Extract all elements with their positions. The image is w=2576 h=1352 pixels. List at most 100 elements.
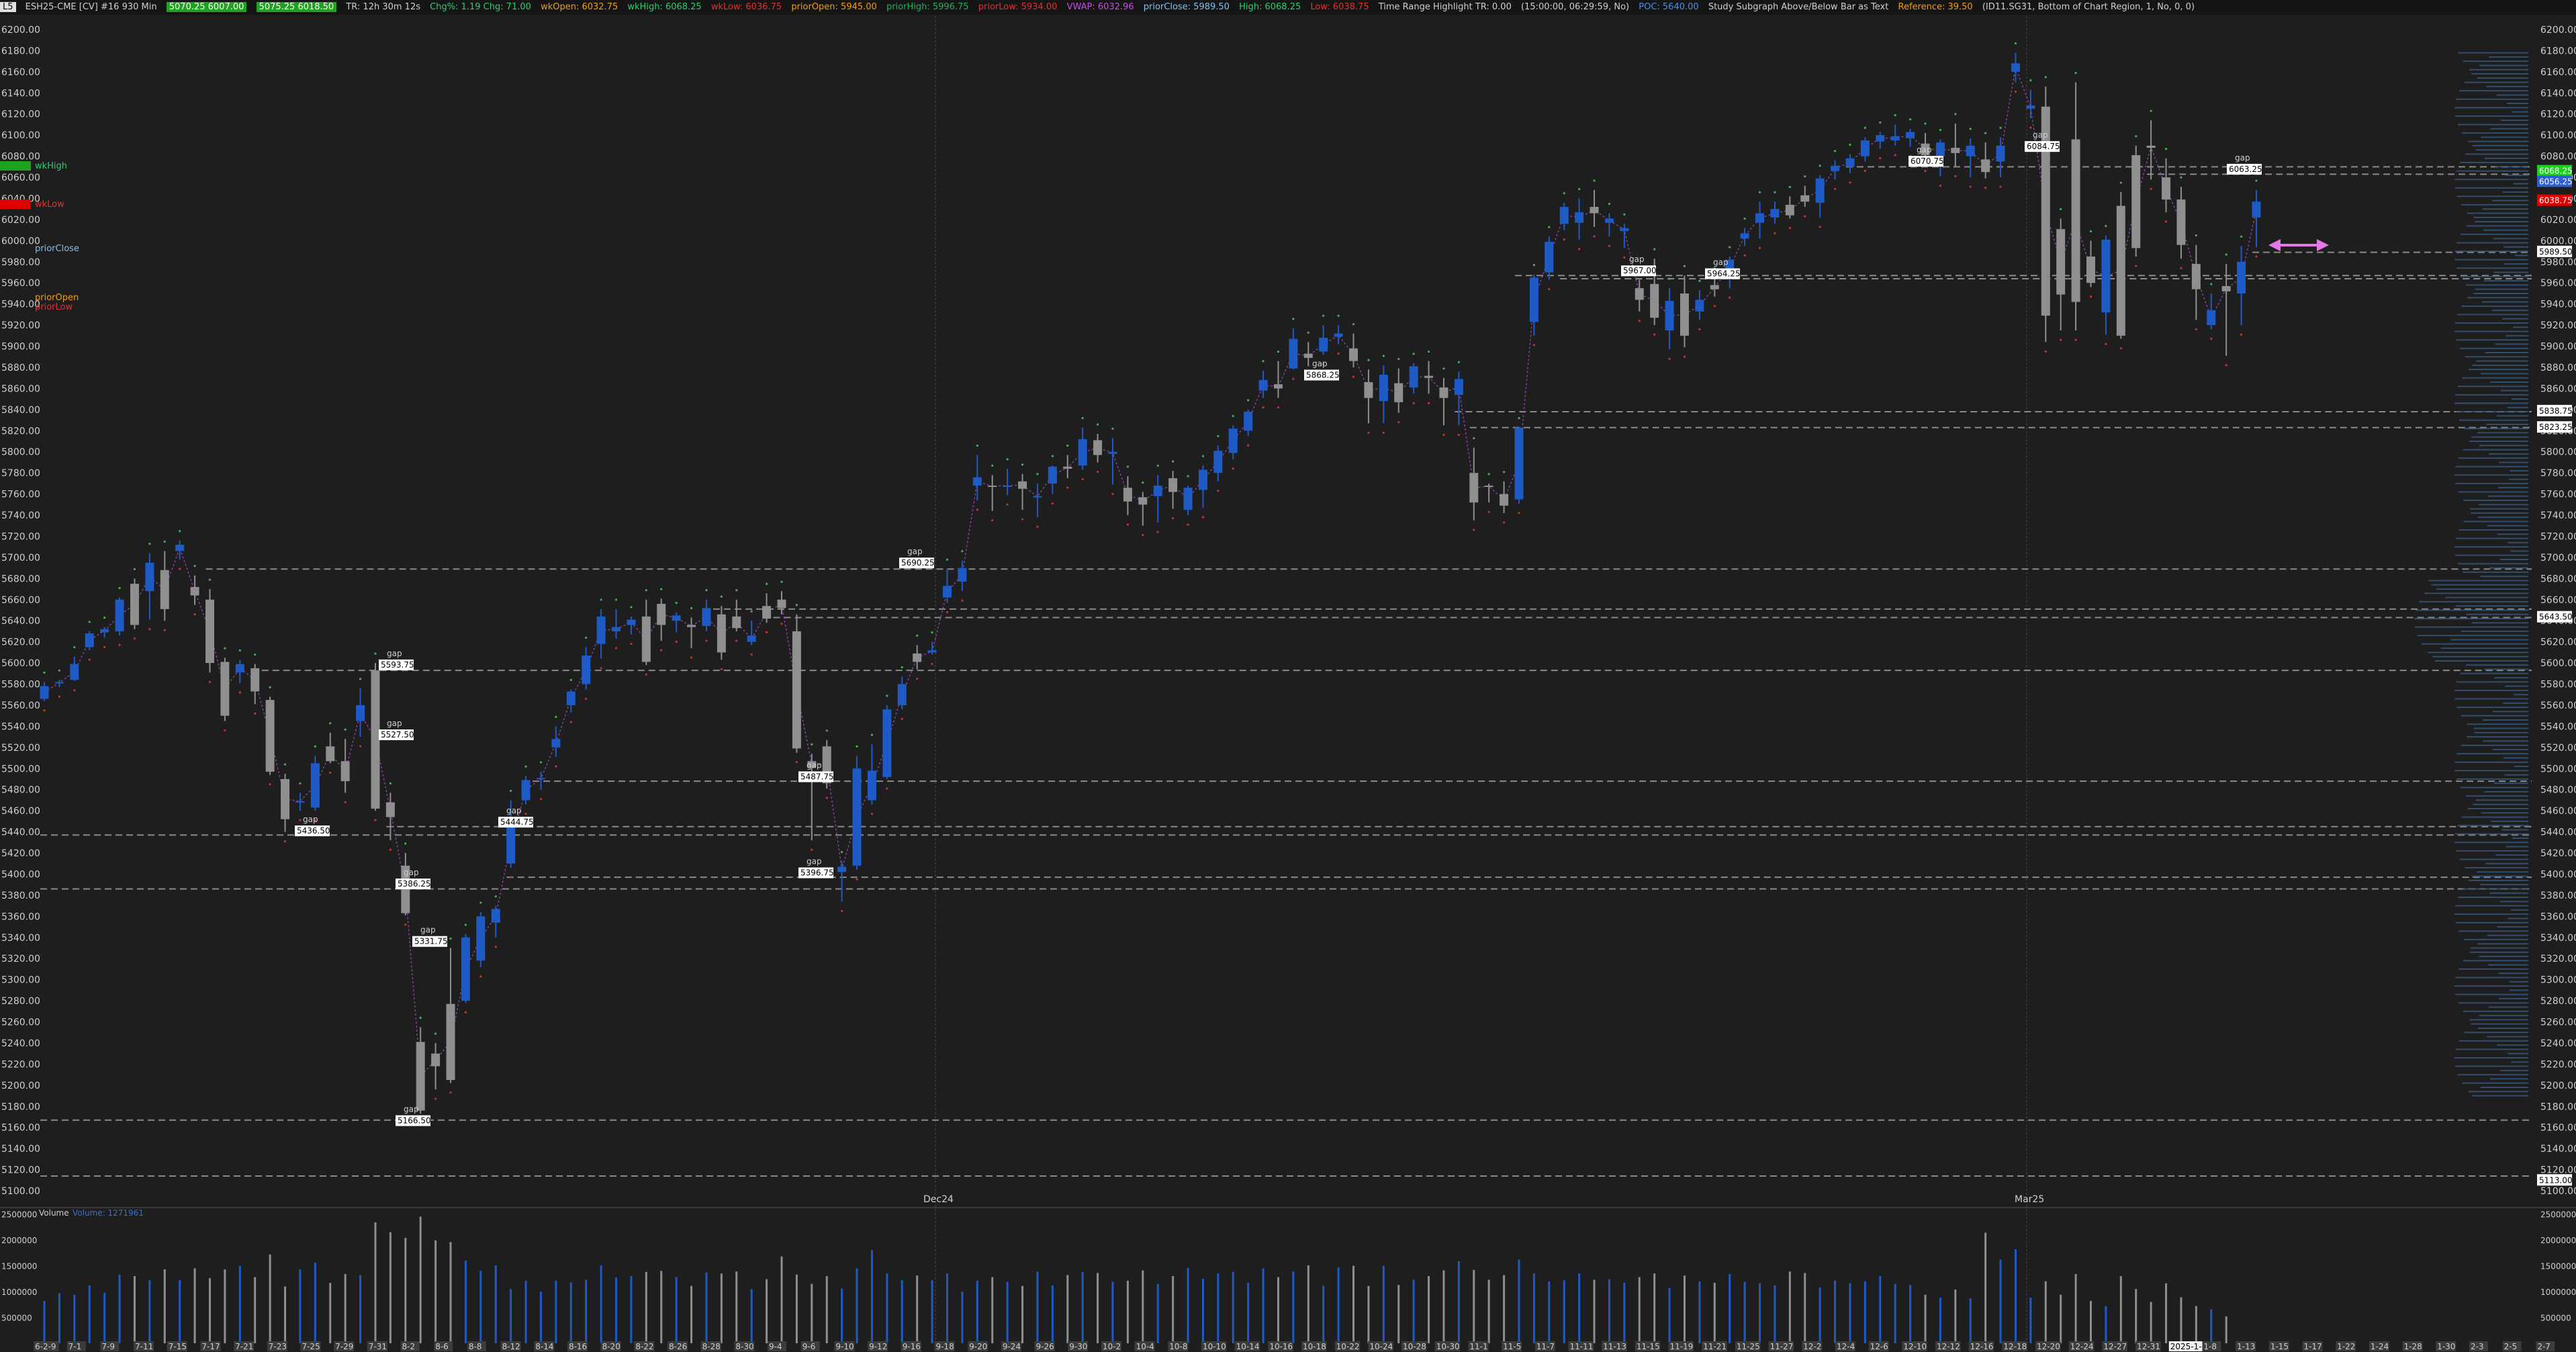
high-marker-dot xyxy=(1788,185,1791,188)
lock-badge[interactable]: L5 xyxy=(0,2,16,12)
price-axis-label-left: 6020.00 xyxy=(1,215,40,226)
price-axis-label-right: 5560.00 xyxy=(2540,701,2576,711)
high-marker-dot xyxy=(1156,464,1159,467)
high-marker-dot xyxy=(1969,128,1972,130)
low-marker-dot xyxy=(1457,433,1460,437)
gap-label-word: gap xyxy=(2033,130,2048,140)
price-axis-label-left: 5440.00 xyxy=(1,827,40,838)
price-axis-label-left: 5680.00 xyxy=(1,574,40,584)
date-label-bg xyxy=(100,1341,120,1351)
candle-body xyxy=(2056,229,2066,295)
gap-label-word: gap xyxy=(1312,359,1328,368)
date-label-bg xyxy=(500,1341,521,1351)
date-axis-label: 9-30 xyxy=(1069,1342,1087,1351)
date-axis-label: 12-16 xyxy=(1970,1342,1994,1351)
price-axis-label-right: 6180.00 xyxy=(2540,46,2576,56)
candle-body xyxy=(1890,136,1900,141)
high-marker-dot xyxy=(1502,471,1506,474)
low-marker-dot xyxy=(1142,534,1144,537)
low-marker-dot xyxy=(931,662,933,666)
price-axis-label-left: 5920.00 xyxy=(1,320,40,331)
gap-label-word: gap xyxy=(807,857,822,866)
high-marker-dot xyxy=(886,694,888,697)
low-marker-dot xyxy=(1623,256,1626,259)
high-marker-dot xyxy=(1307,331,1309,334)
candle-body xyxy=(461,937,470,1001)
price-axis-label-left: 6080.00 xyxy=(1,152,40,163)
low-marker-dot xyxy=(735,639,738,642)
candle-body xyxy=(356,705,365,721)
date-axis-label: 11-13 xyxy=(1603,1342,1626,1351)
price-axis-label-right: 5180.00 xyxy=(2540,1101,2576,1112)
gap-price-label: 5331.75 xyxy=(414,937,448,946)
price-axis-label-left: 6120.00 xyxy=(1,109,40,120)
low-marker-dot xyxy=(2135,265,2137,267)
right-axis-price-text: 6038.75 xyxy=(2539,196,2573,206)
date-label-bg xyxy=(467,1341,486,1351)
low-marker-dot xyxy=(1668,357,1671,360)
gap-price-box xyxy=(1621,265,1656,277)
wkopen-label: wkOpen: 6032.75 xyxy=(541,2,618,12)
low-marker-dot xyxy=(765,631,768,633)
date-axis-label: 10-8 xyxy=(1169,1342,1187,1351)
candle-body xyxy=(882,709,892,777)
right-axis-price-text: 5838.75 xyxy=(2539,406,2573,416)
low-marker-dot xyxy=(2089,295,2092,298)
date-label-bg xyxy=(634,1341,655,1351)
candle-body xyxy=(2176,199,2186,245)
high-marker-dot xyxy=(1081,416,1084,420)
right-axis-price-box xyxy=(2537,1174,2572,1186)
date-label-bg xyxy=(1768,1341,1794,1351)
high-marker-dot xyxy=(133,568,136,570)
low-marker-dot xyxy=(795,761,798,764)
low-marker-dot xyxy=(2119,347,2122,350)
high-marker-dot xyxy=(118,587,121,590)
low-marker-dot xyxy=(133,637,136,640)
candle-body xyxy=(1319,337,1328,352)
price-axis-label-left: 5340.00 xyxy=(1,933,40,944)
gap-price-label: 5690.25 xyxy=(901,558,935,568)
candle-body xyxy=(837,866,847,872)
low-marker-dot xyxy=(750,653,753,656)
gap-label-word: gap xyxy=(807,761,822,770)
price-axis-label-left: 5200.00 xyxy=(1,1081,40,1091)
high-marker-dot xyxy=(841,850,843,854)
high-marker-dot xyxy=(329,722,332,725)
low-marker-dot xyxy=(555,765,557,768)
date-axis-label: 9-6 xyxy=(802,1342,816,1351)
high-marker-dot xyxy=(524,765,527,768)
low-marker-dot xyxy=(1217,490,1220,492)
date-label-bg xyxy=(2368,1341,2389,1351)
poc-label: POC: 5640.00 xyxy=(1639,2,1699,12)
date-label-bg xyxy=(1168,1341,1189,1351)
low-marker-dot xyxy=(1864,169,1866,173)
low-marker-dot xyxy=(1126,523,1129,526)
date-label-bg xyxy=(968,1341,988,1351)
price-axis-label-right: 5520.00 xyxy=(2540,743,2576,754)
high-marker-dot xyxy=(1849,143,1851,146)
gap-price-box xyxy=(295,825,330,837)
pink-arrow-head-right xyxy=(2317,239,2329,251)
high-marker-dot xyxy=(179,530,181,533)
price-axis-label-left: 5860.00 xyxy=(1,384,40,394)
date-axis-label: 8-8 xyxy=(469,1342,482,1351)
date-axis-label: 1-24 xyxy=(2371,1342,2389,1351)
price-axis-label-left: 5480.00 xyxy=(1,785,40,796)
date-label-bg xyxy=(1702,1341,1727,1351)
high-marker-dot xyxy=(825,729,828,732)
candle-body xyxy=(1138,497,1148,505)
date-axis-label: 10-30 xyxy=(1436,1342,1460,1351)
date-label-bg xyxy=(2102,1341,2127,1351)
low-marker-dot xyxy=(224,729,226,732)
price-axis-label-right: 6020.00 xyxy=(2540,215,2576,226)
high-marker-dot xyxy=(750,610,753,613)
low-marker-dot xyxy=(1894,154,1896,156)
low-marker-dot xyxy=(1337,352,1340,355)
high-marker-dot xyxy=(1247,399,1250,402)
price-axis-label-left: 5100.00 xyxy=(1,1186,40,1197)
right-axis-price-box xyxy=(2537,611,2572,623)
date-axis-label: 7-1 xyxy=(68,1342,82,1351)
high-marker-dot xyxy=(961,550,964,553)
high-marker-dot xyxy=(765,582,768,585)
